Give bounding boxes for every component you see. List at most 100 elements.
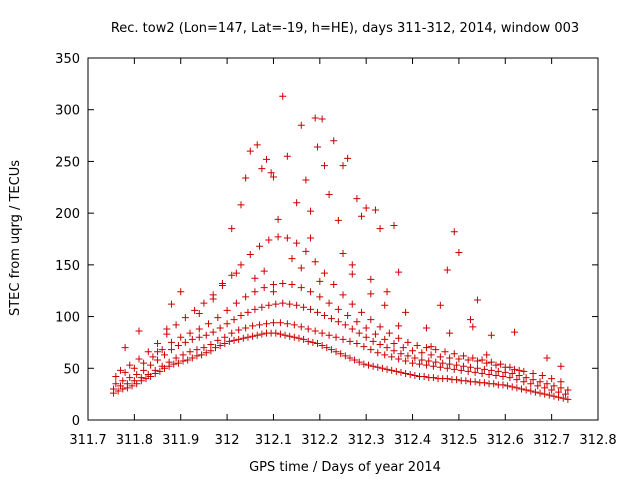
- data-point: [395, 268, 403, 276]
- data-point: [390, 339, 398, 347]
- data-point: [462, 377, 470, 385]
- data-point: [464, 356, 472, 364]
- data-point: [156, 367, 164, 375]
- data-point: [174, 342, 182, 350]
- data-point: [564, 386, 572, 394]
- data-point: [508, 383, 516, 391]
- data-point: [471, 368, 479, 376]
- data-point: [381, 351, 389, 359]
- data-point: [263, 320, 270, 328]
- data-point: [200, 344, 208, 352]
- data-point: [265, 236, 273, 244]
- data-point: [154, 339, 162, 347]
- data-point: [191, 306, 199, 314]
- data-point: [205, 320, 213, 328]
- data-point: [130, 364, 138, 372]
- data-point: [119, 377, 127, 385]
- data-point: [133, 370, 141, 378]
- data-point: [237, 312, 245, 320]
- data-point: [499, 373, 507, 381]
- data-point: [346, 337, 354, 345]
- y-tick-label: 50: [63, 362, 80, 377]
- x-tick-label: 311.9: [162, 433, 199, 448]
- data-point: [318, 342, 326, 350]
- data-point: [297, 121, 305, 129]
- data-point: [355, 329, 363, 337]
- data-point: [543, 380, 551, 388]
- data-point: [515, 366, 523, 374]
- data-point: [318, 329, 326, 337]
- data-point: [188, 335, 196, 343]
- data-point: [511, 328, 519, 336]
- data-point: [121, 344, 129, 352]
- data-point: [511, 365, 519, 373]
- data-point: [223, 306, 231, 314]
- data-point: [297, 264, 305, 272]
- data-point: [311, 327, 319, 335]
- data-point: [154, 348, 162, 356]
- y-tick-label: 350: [55, 52, 80, 67]
- data-point: [323, 344, 331, 352]
- data-point: [441, 348, 449, 356]
- data-point: [527, 380, 535, 388]
- data-point: [193, 352, 201, 360]
- data-point: [149, 353, 157, 361]
- data-point: [559, 394, 567, 402]
- data-point: [249, 322, 257, 330]
- data-point: [110, 385, 117, 393]
- data-point: [283, 234, 291, 242]
- data-point: [464, 367, 472, 375]
- data-point: [232, 269, 240, 277]
- data-point: [399, 344, 407, 352]
- x-tick-label: 312.5: [440, 433, 477, 448]
- data-point: [297, 284, 305, 292]
- data-point: [334, 318, 342, 326]
- data-point: [427, 343, 435, 351]
- data-point: [450, 350, 458, 358]
- y-tick-label: 0: [72, 414, 80, 429]
- data-point: [123, 380, 131, 388]
- data-point: [378, 364, 386, 372]
- data-point: [279, 279, 287, 287]
- data-point: [480, 379, 488, 387]
- data-point: [341, 321, 349, 329]
- data-point: [281, 331, 289, 339]
- data-point: [344, 312, 352, 320]
- data-point: [334, 305, 342, 313]
- data-point: [425, 357, 433, 365]
- data-point: [320, 312, 328, 320]
- plot-frame: [87, 57, 599, 421]
- data-point: [307, 234, 315, 242]
- data-point: [562, 390, 570, 398]
- data-point: [283, 152, 291, 160]
- data-point: [167, 338, 175, 346]
- data-point: [256, 242, 264, 250]
- points-layer: [110, 92, 572, 403]
- data-point: [397, 368, 405, 376]
- data-point: [161, 351, 168, 359]
- data-point: [253, 141, 261, 149]
- data-point: [355, 358, 363, 366]
- data-point: [274, 215, 282, 223]
- data-point: [237, 261, 245, 269]
- data-point: [360, 343, 368, 351]
- data-point: [158, 362, 166, 370]
- data-point: [304, 337, 312, 345]
- data-point: [147, 361, 155, 369]
- data-point: [367, 316, 375, 324]
- data-point: [181, 314, 189, 322]
- data-point: [165, 358, 173, 366]
- data-point: [242, 324, 250, 332]
- data-point: [239, 334, 247, 342]
- data-point: [269, 281, 277, 289]
- data-point: [506, 363, 514, 371]
- data-point: [429, 374, 437, 382]
- data-point: [276, 319, 284, 327]
- data-point: [202, 331, 210, 339]
- y-tick-label: 150: [55, 259, 80, 274]
- data-point: [167, 300, 175, 308]
- data-point: [151, 366, 159, 374]
- data-point: [260, 284, 268, 292]
- data-point: [212, 344, 219, 352]
- data-point: [256, 321, 264, 329]
